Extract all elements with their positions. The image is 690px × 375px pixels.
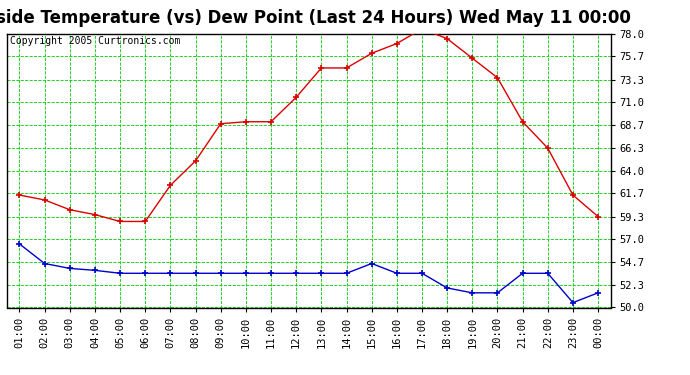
Text: Outside Temperature (vs) Dew Point (Last 24 Hours) Wed May 11 00:00: Outside Temperature (vs) Dew Point (Last… <box>0 9 631 27</box>
Text: Copyright 2005 Curtronics.com: Copyright 2005 Curtronics.com <box>10 36 180 46</box>
